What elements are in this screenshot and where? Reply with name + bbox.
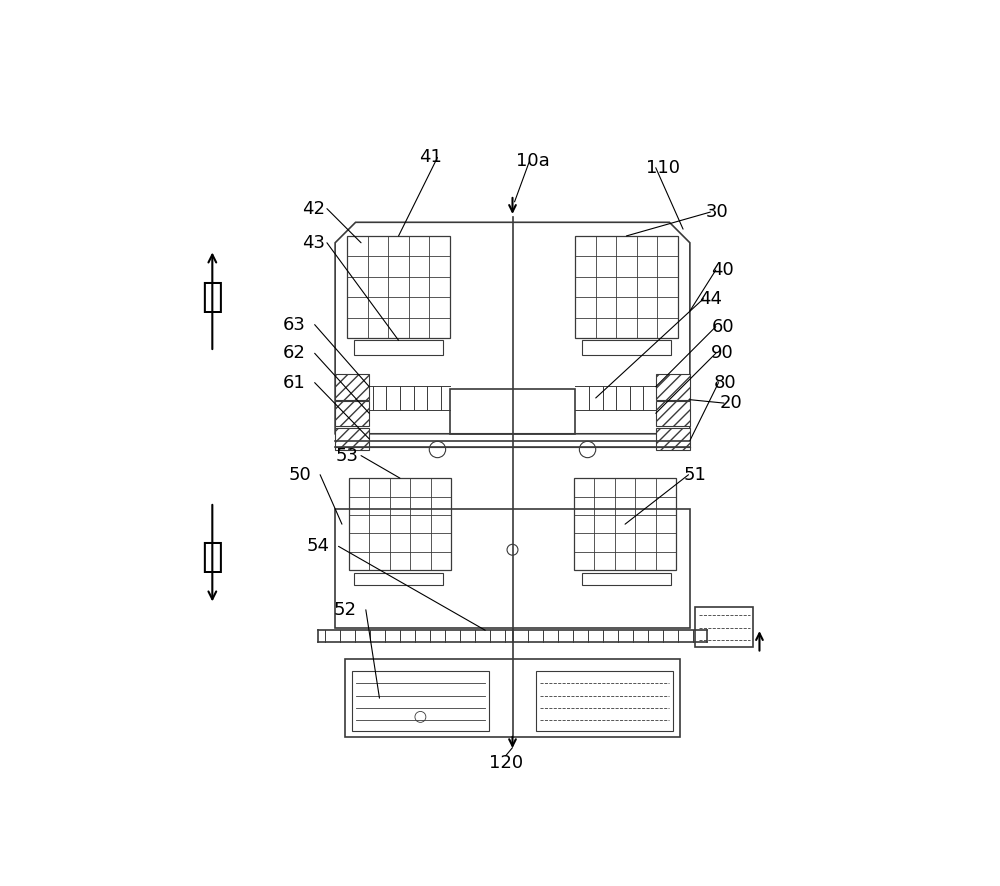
Bar — [354, 573, 443, 586]
Text: 10a: 10a — [516, 152, 550, 170]
Bar — [656, 401, 690, 425]
Bar — [349, 478, 451, 571]
Bar — [347, 236, 450, 338]
Text: 52: 52 — [334, 601, 357, 618]
Text: 41: 41 — [419, 149, 442, 167]
Bar — [695, 607, 753, 647]
Text: 90: 90 — [711, 345, 734, 362]
Text: 51: 51 — [684, 466, 707, 484]
Text: 53: 53 — [336, 447, 359, 464]
Text: 63: 63 — [283, 315, 306, 334]
Bar — [354, 340, 443, 355]
Bar — [335, 509, 690, 628]
Text: 80: 80 — [714, 374, 737, 392]
Text: 43: 43 — [302, 234, 325, 252]
Text: 61: 61 — [283, 374, 306, 392]
Text: 110: 110 — [646, 159, 680, 176]
Text: 后: 后 — [202, 540, 223, 573]
Bar — [582, 340, 671, 355]
Text: 50: 50 — [288, 466, 311, 484]
Text: 54: 54 — [307, 537, 330, 556]
Bar — [345, 659, 680, 737]
Bar — [575, 236, 678, 338]
Bar — [335, 374, 369, 400]
Text: 44: 44 — [699, 290, 722, 307]
Text: 20: 20 — [719, 394, 742, 412]
Text: 42: 42 — [302, 199, 325, 218]
Bar — [656, 374, 690, 400]
Text: 30: 30 — [706, 203, 729, 222]
Bar — [450, 390, 575, 434]
Text: 60: 60 — [711, 318, 734, 336]
Text: 120: 120 — [489, 754, 523, 772]
Text: 前: 前 — [202, 280, 223, 315]
Text: 62: 62 — [283, 345, 306, 362]
Bar — [335, 401, 369, 425]
Bar — [335, 428, 369, 450]
Bar — [574, 478, 676, 571]
Bar — [582, 573, 671, 586]
Bar — [536, 671, 673, 731]
Text: 40: 40 — [711, 261, 734, 279]
Bar — [352, 671, 489, 731]
Bar — [656, 428, 690, 450]
